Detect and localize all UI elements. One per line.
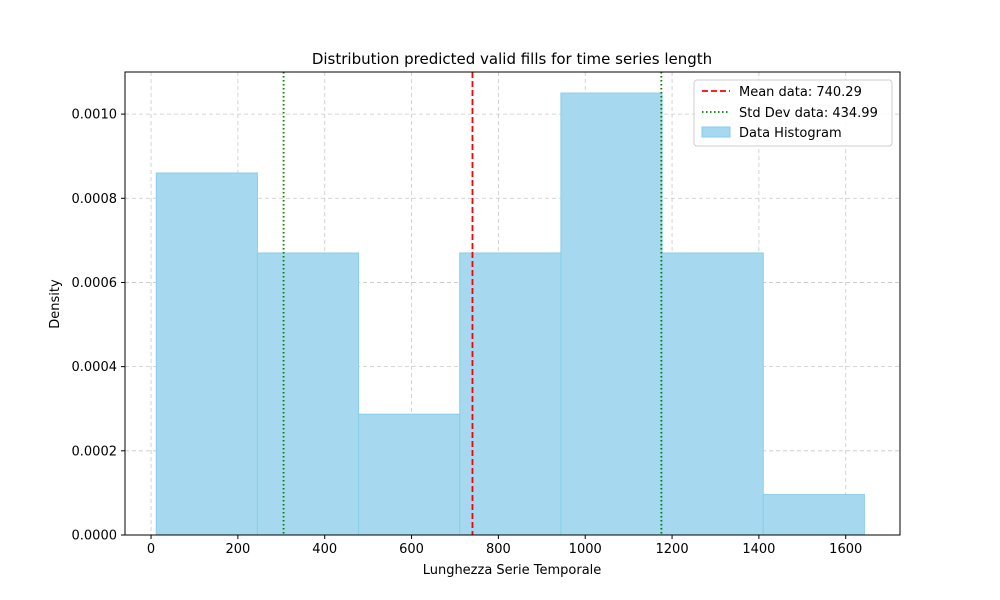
x-tick-label: 800	[486, 542, 511, 557]
x-tick-label: 200	[225, 542, 250, 557]
histogram-bar	[358, 413, 461, 536]
y-axis-label: Density	[48, 279, 63, 329]
histogram-bar	[155, 172, 258, 536]
plot-frame	[124, 71, 901, 536]
histogram-bar	[762, 494, 865, 536]
legend-std-label: Std Dev data: 434.99	[739, 106, 878, 121]
histogram-bar	[661, 252, 764, 536]
histogram-bar	[459, 252, 562, 536]
x-tick-label: 1200	[656, 542, 689, 557]
legend-box	[693, 79, 893, 147]
x-axis-ticks: 0 200 400 600 800 1000 1200 1400 1600	[147, 535, 862, 557]
y-axis-ticks: 0.0000 0.0002 0.0004 0.0006 0.0008 0.0010	[72, 108, 125, 544]
x-tick-label: 600	[399, 542, 424, 557]
y-tick-label: 0.0000	[72, 529, 118, 544]
histogram-bar	[560, 92, 663, 536]
x-tick-label: 0	[147, 542, 155, 557]
histogram-bars	[155, 92, 865, 536]
histogram-bar	[256, 252, 360, 536]
x-tick-label: 400	[312, 542, 337, 557]
y-tick-label: 0.0006	[72, 276, 118, 291]
reference-lines	[282, 72, 663, 535]
legend-histogram-label: Data Histogram	[739, 126, 842, 141]
y-tick-label: 0.0004	[72, 360, 118, 375]
y-tick-label: 0.0002	[72, 444, 118, 459]
chart-title: Distribution predicted valid fills for t…	[312, 50, 712, 68]
y-tick-label: 0.0010	[72, 108, 118, 123]
x-tick-label: 1000	[569, 542, 602, 557]
legend-histogram-swatch	[701, 126, 731, 138]
legend: Mean data: 740.29 Std Dev data: 434.99 D…	[693, 79, 893, 147]
x-tick-label: 1400	[742, 542, 775, 557]
legend-mean-label: Mean data: 740.29	[739, 85, 862, 100]
y-tick-label: 0.0008	[72, 192, 118, 207]
x-axis-label: Lunghezza Serie Temporale	[423, 563, 602, 578]
x-tick-label: 1600	[829, 542, 862, 557]
